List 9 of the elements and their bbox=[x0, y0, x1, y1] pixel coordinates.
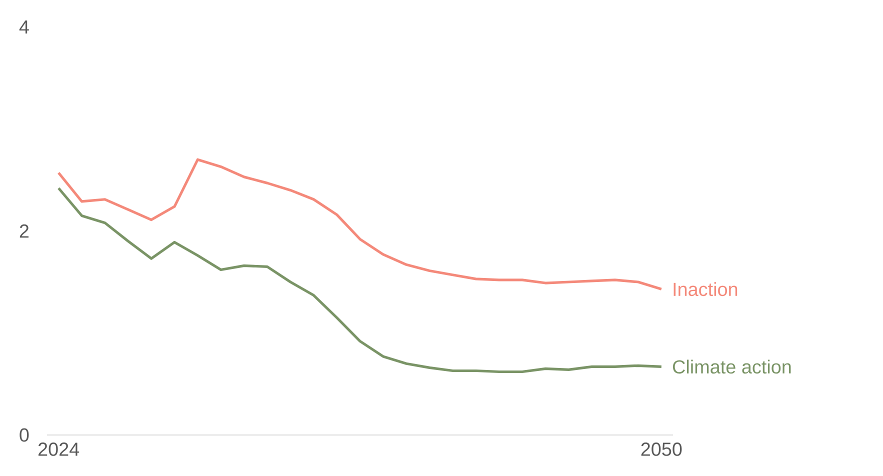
series-label: Climate action bbox=[672, 360, 791, 374]
line-series bbox=[57, 186, 663, 374]
y-tick-label: 2 bbox=[20, 224, 29, 238]
line-series bbox=[57, 158, 663, 290]
x-tick-label: 2050 bbox=[641, 442, 682, 456]
x-tick-label: 2024 bbox=[38, 442, 80, 456]
y-tick-label: 0 bbox=[20, 428, 29, 442]
y-tick-label: 4 bbox=[19, 20, 29, 34]
series-label: Inaction bbox=[674, 282, 738, 296]
